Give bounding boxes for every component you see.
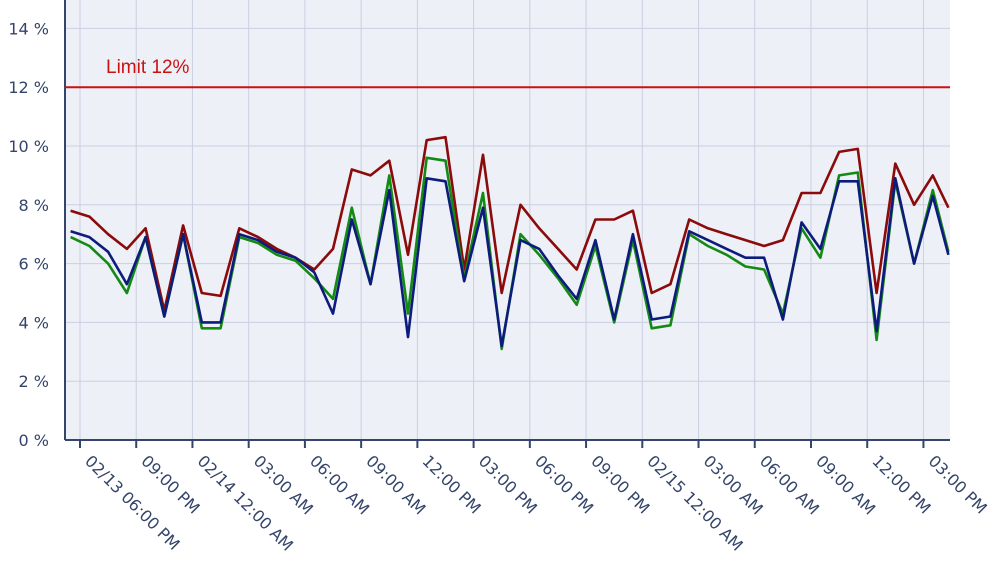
plot-area bbox=[65, 0, 950, 440]
x-tick-label: 02/14 12:00 AM bbox=[194, 451, 297, 554]
x-tick-label: 06:00 PM bbox=[531, 451, 597, 517]
y-tick-label: 12 % bbox=[8, 78, 49, 97]
series-line bbox=[70, 135, 950, 312]
y-tick-label: 0 % bbox=[19, 431, 49, 450]
x-tick-label: 06:00 AM bbox=[756, 451, 823, 518]
y-tick-label: 10 % bbox=[8, 137, 49, 156]
x-tick-label: 09:00 PM bbox=[587, 451, 653, 517]
x-tick-label: 03:00 PM bbox=[475, 451, 541, 517]
limit-label: Limit 12% bbox=[106, 57, 190, 78]
y-tick-label: 2 % bbox=[19, 372, 49, 391]
x-tick-label: 02/13 06:00 PM bbox=[81, 451, 183, 553]
series-line bbox=[70, 177, 950, 348]
x-tick-label: 03:00 PM bbox=[925, 451, 991, 517]
x-tick-label: 09:00 AM bbox=[362, 451, 429, 518]
y-tick-label: 14 % bbox=[8, 19, 49, 38]
y-tick-label: 8 % bbox=[19, 196, 49, 215]
x-tick-label: 02/15 12:00 AM bbox=[643, 451, 746, 554]
x-tick-label: 09:00 AM bbox=[812, 451, 879, 518]
y-tick-label: 4 % bbox=[19, 313, 49, 332]
x-tick-label: 12:00 PM bbox=[419, 451, 485, 517]
y-tick-label: 6 % bbox=[19, 255, 49, 274]
x-tick-label: 12:00 PM bbox=[868, 451, 934, 517]
x-tick-label: 06:00 AM bbox=[306, 451, 373, 518]
